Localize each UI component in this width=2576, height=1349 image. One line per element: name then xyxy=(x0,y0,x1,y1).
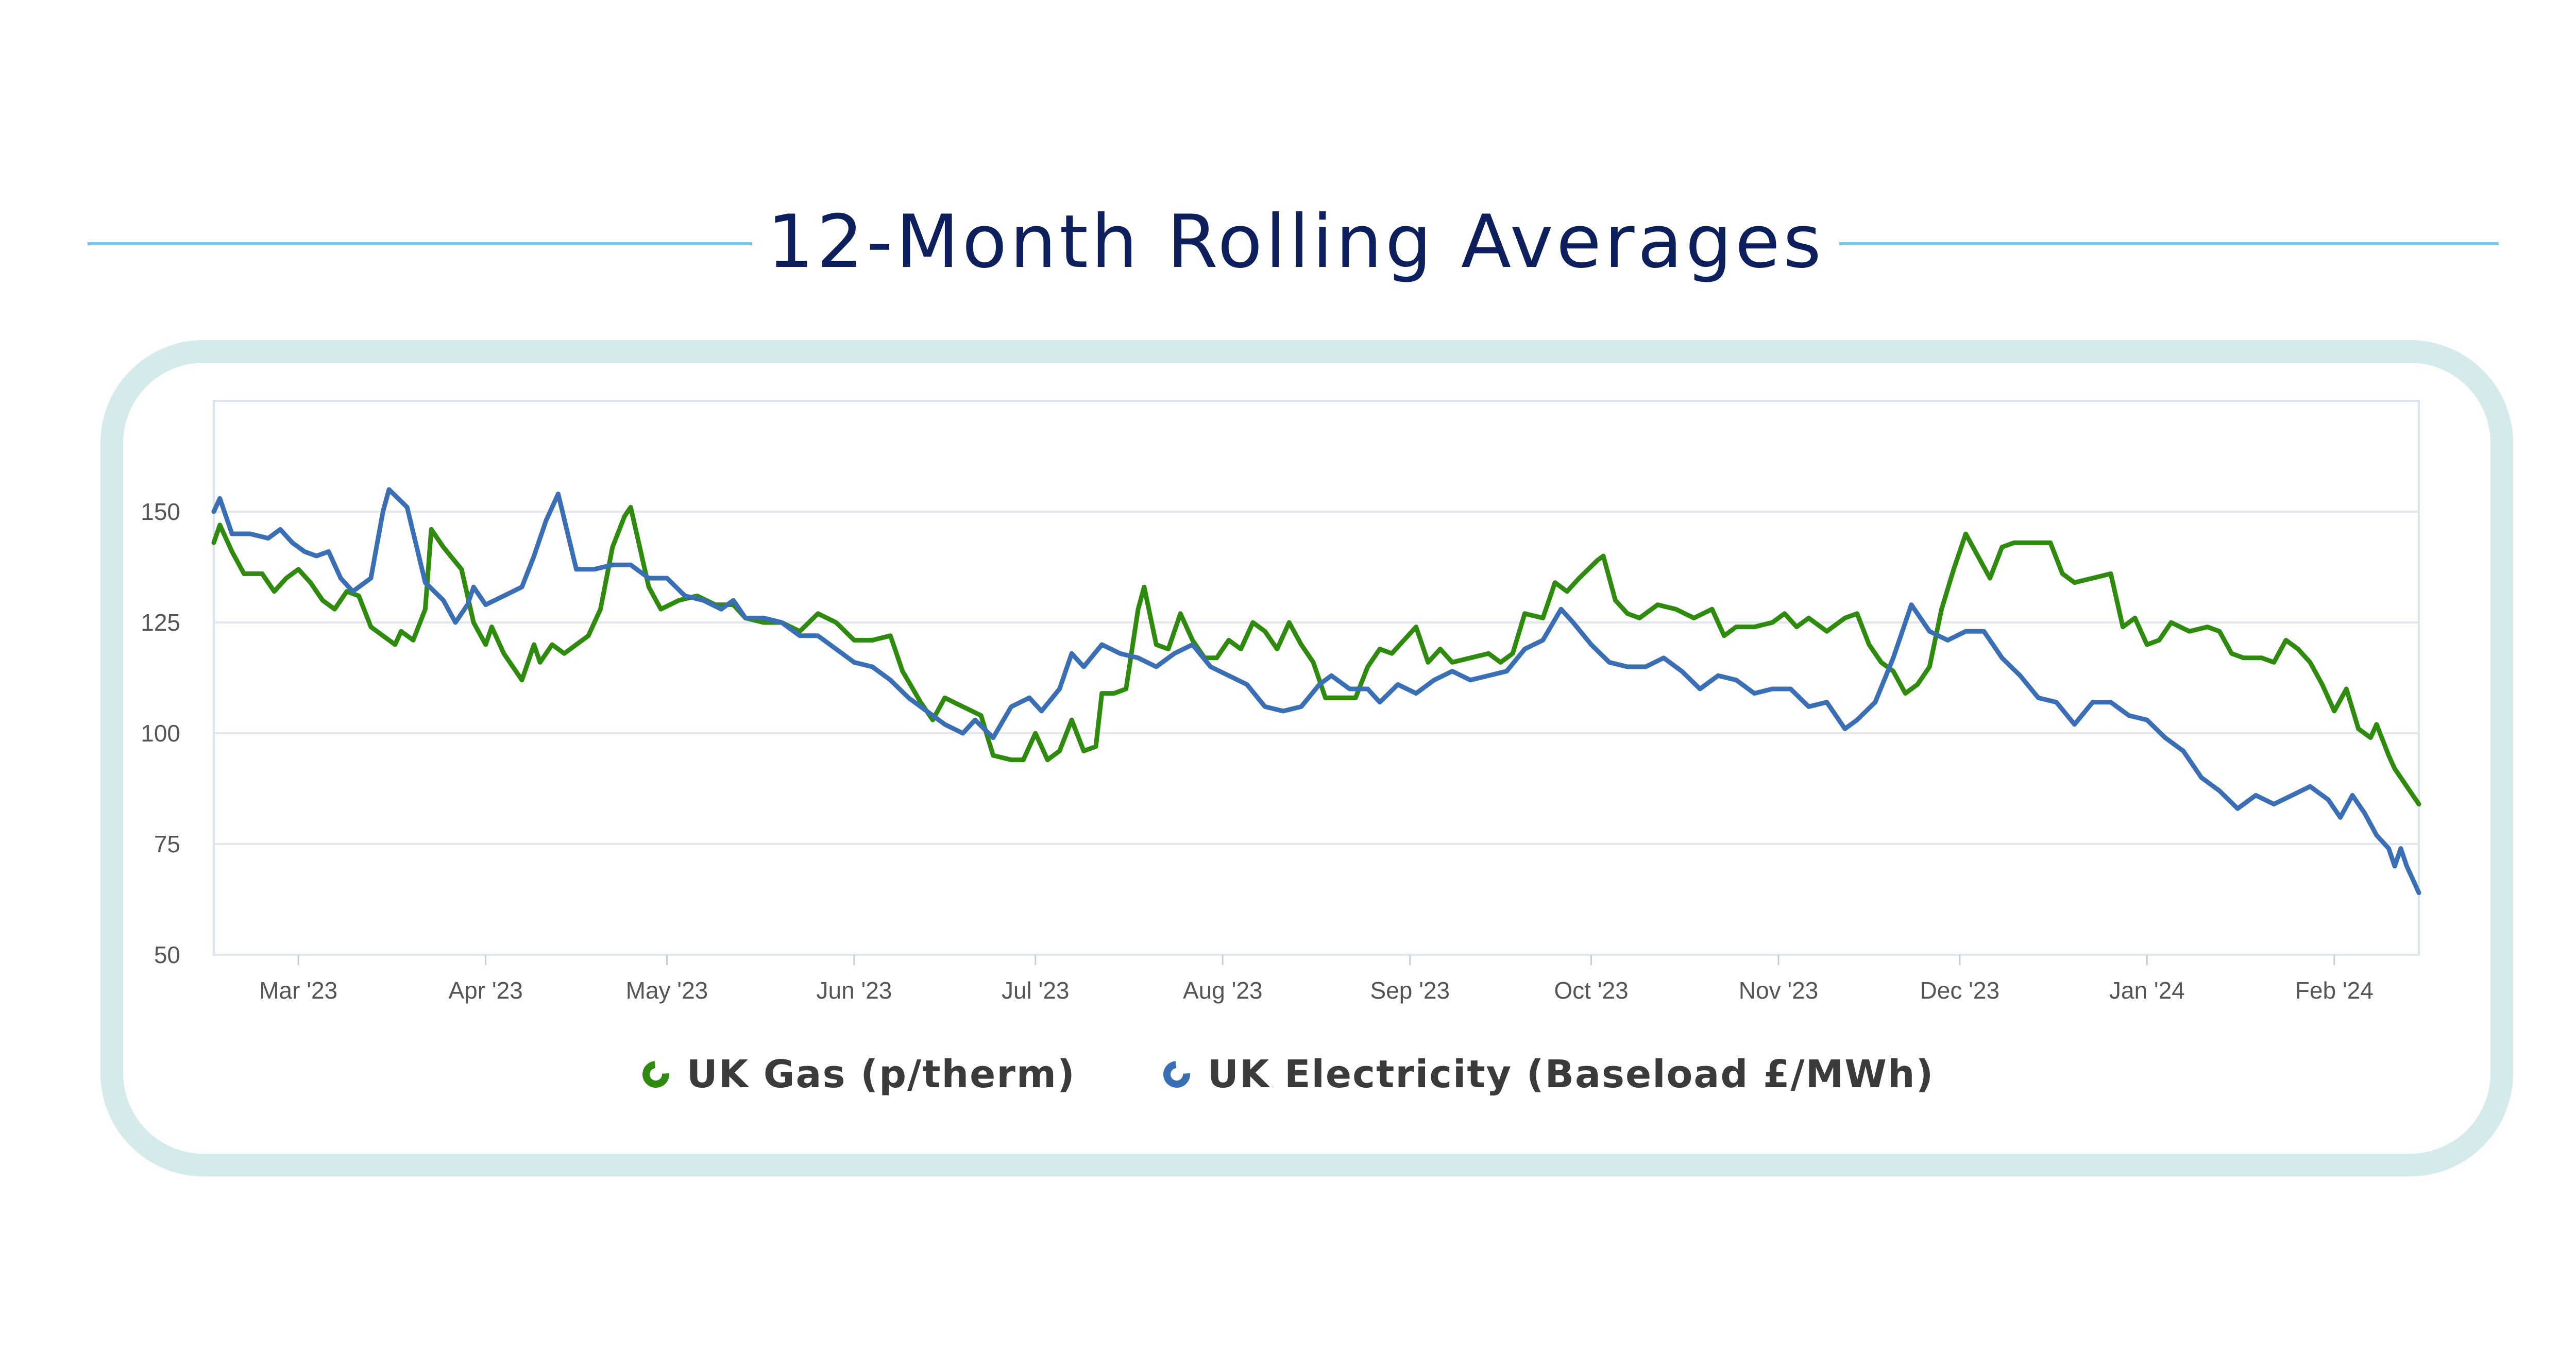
heading-rule-left xyxy=(88,242,752,245)
x-tick-label: Feb '24 xyxy=(2295,977,2374,1004)
y-tick-label: 75 xyxy=(154,831,180,857)
y-tick-label: 150 xyxy=(141,498,180,525)
y-tick-label: 125 xyxy=(141,609,180,636)
x-tick-label: Jun '23 xyxy=(817,977,892,1004)
y-axis-ticks: 50 75 100 125 150 xyxy=(141,498,180,968)
heading-rule-right xyxy=(1839,242,2499,245)
x-tick-label: Sep '23 xyxy=(1370,977,1450,1004)
x-tick-label: Apr '23 xyxy=(449,977,523,1004)
legend-ring-icon xyxy=(1158,1055,1196,1093)
legend-ring-icon xyxy=(636,1055,675,1093)
grid-lines xyxy=(214,511,2419,956)
y-tick-label: 50 xyxy=(154,941,180,968)
legend-item-electricity[interactable]: UK Electricity (Baseload £/MWh) xyxy=(1158,1052,1935,1097)
x-tick-label: Jan '24 xyxy=(2109,977,2185,1004)
y-tick-label: 100 xyxy=(141,720,180,747)
legend-item-gas[interactable]: UK Gas (p/therm) xyxy=(636,1052,1076,1097)
x-tick-label: Jul '23 xyxy=(1002,977,1070,1004)
series-line-gas xyxy=(211,504,2421,807)
x-tick-label: Dec '23 xyxy=(1920,977,2000,1004)
series-line-electricity xyxy=(211,487,2421,896)
x-tick-label: Oct '23 xyxy=(1554,977,1628,1004)
legend-label-gas: UK Gas (p/therm) xyxy=(686,1052,1076,1097)
chart-title: 12-Month Rolling Averages xyxy=(767,199,1825,284)
x-tick-label: Nov '23 xyxy=(1739,977,1819,1004)
x-tick-label: May '23 xyxy=(626,977,708,1004)
series-lines xyxy=(211,487,2421,896)
x-tick-label: Aug '23 xyxy=(1183,977,1263,1004)
x-axis-ticks: Mar '23 Apr '23 May '23 Jun '23 Jul '23 Aug '… xyxy=(259,955,2374,1004)
legend-label-electricity: UK Electricity (Baseload £/MWh) xyxy=(1207,1052,1935,1097)
legend: UK Gas (p/therm) UK Electricity (Baseloa… xyxy=(0,1046,2576,1103)
x-tick-label: Mar '23 xyxy=(259,977,337,1004)
